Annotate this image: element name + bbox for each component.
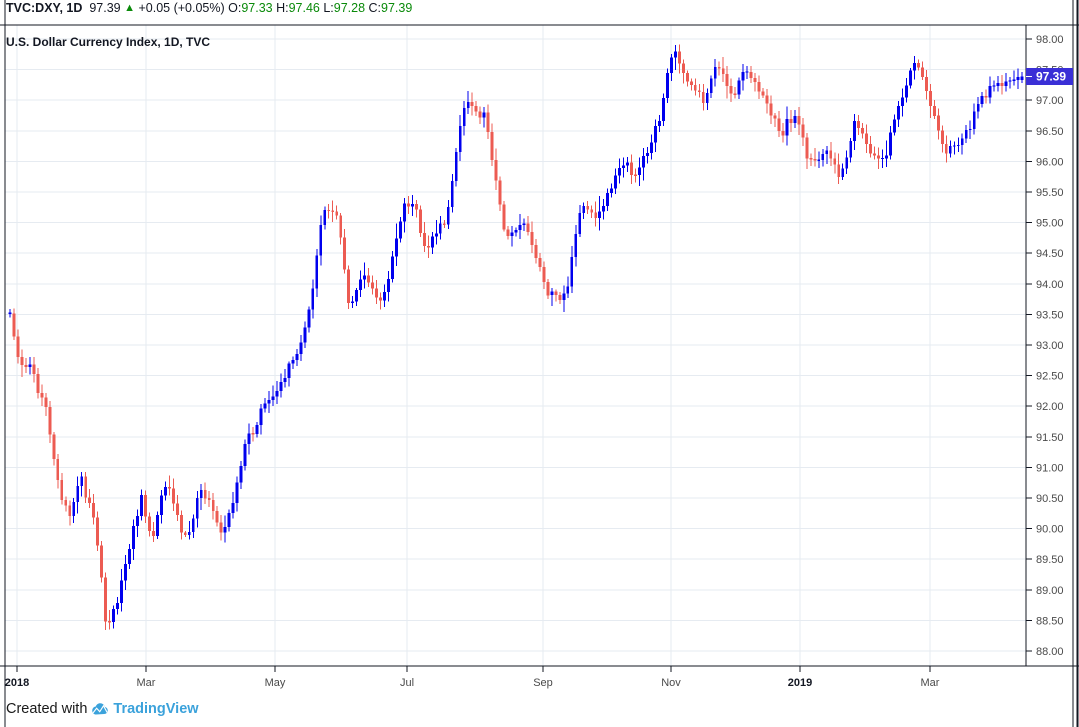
svg-text:88.00: 88.00 (1036, 646, 1064, 658)
svg-text:93.00: 93.00 (1036, 340, 1064, 352)
svg-text:95.50: 95.50 (1036, 187, 1064, 199)
svg-text:95.00: 95.00 (1036, 218, 1064, 230)
svg-text:91.00: 91.00 (1036, 462, 1064, 474)
svg-text:97.39: 97.39 (1036, 69, 1066, 83)
svg-text:May: May (265, 677, 286, 689)
svg-text:89.00: 89.00 (1036, 585, 1064, 597)
svg-text:Sep: Sep (533, 677, 553, 689)
svg-text:97.00: 97.00 (1036, 95, 1064, 107)
svg-text:2019: 2019 (788, 677, 812, 689)
svg-text:96.00: 96.00 (1036, 156, 1064, 168)
svg-text:Jul: Jul (400, 677, 414, 689)
svg-text:94.00: 94.00 (1036, 279, 1064, 291)
svg-text:90.50: 90.50 (1036, 493, 1064, 505)
svg-text:Mar: Mar (921, 677, 940, 689)
svg-text:2018: 2018 (5, 677, 29, 689)
svg-text:94.50: 94.50 (1036, 248, 1064, 260)
svg-text:98.00: 98.00 (1036, 34, 1064, 46)
svg-text:92.50: 92.50 (1036, 371, 1064, 383)
svg-text:89.50: 89.50 (1036, 554, 1064, 566)
svg-text:91.50: 91.50 (1036, 432, 1064, 444)
svg-text:96.50: 96.50 (1036, 126, 1064, 138)
svg-text:88.50: 88.50 (1036, 615, 1064, 627)
svg-text:Mar: Mar (137, 677, 156, 689)
svg-text:90.00: 90.00 (1036, 524, 1064, 536)
svg-text:92.00: 92.00 (1036, 401, 1064, 413)
svg-text:Nov: Nov (661, 677, 681, 689)
svg-text:93.50: 93.50 (1036, 309, 1064, 321)
